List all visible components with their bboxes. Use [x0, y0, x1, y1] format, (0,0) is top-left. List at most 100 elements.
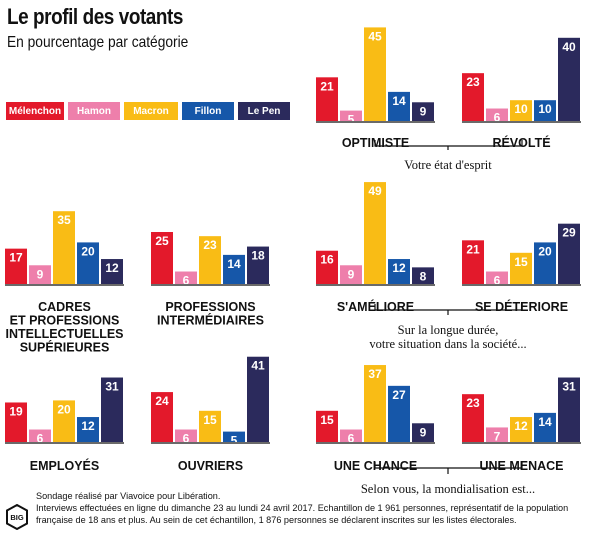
value-label-optimiste-hamon: 5 — [348, 113, 355, 127]
bar-se-deteriore-hamon — [486, 271, 508, 284]
value-label-employes-le-pen: 31 — [105, 380, 119, 394]
bar-cadres-et-professions-intellectuelles-superieures-fillon — [77, 242, 99, 284]
bar-ouvriers-fillon — [223, 431, 245, 442]
big-logo-text: BIG — [10, 513, 24, 522]
value-label-se-deteriore-fillon: 20 — [538, 244, 552, 258]
value-label-cadres-et-professions-intellectuelles-superieures-melenchon: 17 — [9, 251, 23, 265]
value-label-cadres-et-professions-intellectuelles-superieures-macron: 35 — [57, 213, 71, 227]
value-label-professions-intermediaires-macron: 23 — [203, 238, 217, 252]
bar-professions-intermediaires-melenchon — [151, 232, 173, 284]
panel-label-ouvriers: OUVRIERS — [178, 459, 243, 473]
bar-employes-melenchon — [5, 402, 27, 442]
value-label-revolte-fillon: 10 — [538, 102, 552, 116]
group-caption-2-line-1: Sur la longue durée, — [398, 323, 499, 337]
big-logo: BIG — [6, 504, 28, 530]
value-label-professions-intermediaires-le-pen: 18 — [251, 249, 265, 263]
bar-employes-le-pen — [101, 377, 123, 442]
bar-une-menace-le-pen — [558, 377, 580, 442]
bar-se-deteriore-le-pen — [558, 223, 580, 284]
bar-employes-macron — [53, 400, 75, 442]
bar-ouvriers-macron — [199, 410, 221, 442]
bar-ouvriers-le-pen — [247, 356, 269, 442]
value-label-optimiste-macron: 45 — [368, 29, 382, 43]
value-label-employes-hamon: 6 — [37, 432, 44, 446]
value-label-employes-fillon: 12 — [81, 419, 95, 433]
value-label-une-chance-macron: 37 — [368, 367, 382, 381]
value-label-cadres-et-professions-intellectuelles-superieures-le-pen: 12 — [105, 261, 119, 275]
footer-line-1: Sondage réalisé par Viavoice pour Libéra… — [36, 491, 221, 502]
group-caption-1: Votre état d'esprit — [404, 158, 492, 172]
bar-optimiste-fillon — [388, 91, 410, 121]
value-label-s-ameliore-macron: 49 — [368, 184, 382, 198]
chart-title: Le profil des votants — [7, 4, 184, 29]
bar-s-ameliore-le-pen — [412, 267, 434, 284]
value-label-une-chance-le-pen: 9 — [420, 425, 427, 439]
bar-revolte-melenchon — [462, 73, 484, 121]
bar-optimiste-melenchon — [316, 77, 338, 121]
footer-note: Sondage réalisé par Viavoice pour Libéra… — [36, 491, 596, 527]
bar-une-chance-melenchon — [316, 410, 338, 442]
value-label-revolte-le-pen: 40 — [562, 40, 576, 54]
bar-cadres-et-professions-intellectuelles-superieures-macron — [53, 211, 75, 284]
value-label-une-menace-melenchon: 23 — [466, 396, 480, 410]
value-label-se-deteriore-le-pen: 29 — [562, 226, 576, 240]
bar-une-menace-melenchon — [462, 394, 484, 442]
bar-se-deteriore-macron — [510, 252, 532, 284]
legend-item-melenchon: Mélenchon — [6, 102, 64, 120]
panel-label-cadres-et-professions-intellectuelles-superieures-line-1: CADRES — [38, 300, 91, 314]
value-label-une-chance-melenchon: 15 — [320, 413, 334, 427]
value-label-se-deteriore-hamon: 6 — [494, 274, 501, 288]
chart-subtitle: En pourcentage par catégorie — [7, 34, 189, 51]
group-caption-2-line-2: votre situation dans la société... — [369, 337, 526, 351]
panel-label-cadres-et-professions-intellectuelles-superieures-line-2: ET PROFESSIONS — [10, 313, 120, 327]
bar-revolte-macron — [510, 100, 532, 121]
bar-ouvriers-melenchon — [151, 392, 173, 442]
panel-label-cadres-et-professions-intellectuelles-superieures-line-4: SUPÉRIEURES — [20, 339, 110, 354]
bar-employes-hamon — [29, 429, 51, 442]
value-label-s-ameliore-hamon: 9 — [348, 267, 355, 281]
value-label-professions-intermediaires-fillon: 14 — [227, 257, 241, 271]
value-label-cadres-et-professions-intellectuelles-superieures-fillon: 20 — [81, 244, 95, 258]
value-label-une-menace-fillon: 14 — [538, 415, 552, 429]
legend: Mélenchon Hamon Macron Fillon Le Pen — [6, 102, 290, 120]
bar-revolte-hamon — [486, 108, 508, 121]
bar-professions-intermediaires-macron — [199, 236, 221, 284]
value-label-revolte-macron: 10 — [514, 102, 528, 116]
value-label-employes-melenchon: 19 — [9, 404, 23, 418]
value-label-revolte-hamon: 6 — [494, 111, 501, 125]
footer-line-3: française de 18 ans et plus. Au sein de … — [36, 515, 517, 526]
bar-se-deteriore-melenchon — [462, 240, 484, 284]
value-label-se-deteriore-macron: 15 — [514, 255, 528, 269]
value-label-optimiste-melenchon: 21 — [320, 79, 334, 93]
bar-une-menace-macron — [510, 417, 532, 442]
value-label-professions-intermediaires-hamon: 6 — [183, 274, 190, 288]
bar-cadres-et-professions-intellectuelles-superieures-le-pen — [101, 259, 123, 284]
bar-s-ameliore-fillon — [388, 259, 410, 284]
legend-item-lepen: Le Pen — [238, 102, 290, 120]
bar-une-menace-hamon — [486, 427, 508, 442]
bar-revolte-fillon — [534, 100, 556, 121]
bar-s-ameliore-hamon — [340, 265, 362, 284]
value-label-une-menace-le-pen: 31 — [562, 380, 576, 394]
footer-line-2: Interviews effectuées en ligne du dimanc… — [36, 503, 569, 514]
value-label-ouvriers-melenchon: 24 — [155, 394, 169, 408]
bar-professions-intermediaires-hamon — [175, 271, 197, 284]
bar-cadres-et-professions-intellectuelles-superieures-hamon — [29, 265, 51, 284]
value-label-une-menace-macron: 12 — [514, 419, 528, 433]
bar-une-menace-fillon — [534, 412, 556, 442]
value-label-ouvriers-fillon: 5 — [231, 434, 238, 448]
value-label-une-menace-hamon: 7 — [494, 429, 501, 443]
value-label-optimiste-fillon: 14 — [392, 94, 406, 108]
bar-professions-intermediaires-le-pen — [247, 246, 269, 284]
bar-optimiste-macron — [364, 27, 386, 121]
bar-une-chance-fillon — [388, 385, 410, 442]
value-label-ouvriers-macron: 15 — [203, 413, 217, 427]
bar-s-ameliore-macron — [364, 182, 386, 284]
panel-label-cadres-et-professions-intellectuelles-superieures-line-3: INTELLECTUELLES — [5, 327, 123, 341]
value-label-s-ameliore-fillon: 12 — [392, 261, 406, 275]
value-label-une-chance-hamon: 6 — [348, 432, 355, 446]
panel-label-professions-intermediaires-line-2: INTERMÉDIAIRES — [157, 312, 264, 327]
bar-revolte-le-pen — [558, 37, 580, 121]
value-label-s-ameliore-le-pen: 8 — [420, 269, 427, 283]
